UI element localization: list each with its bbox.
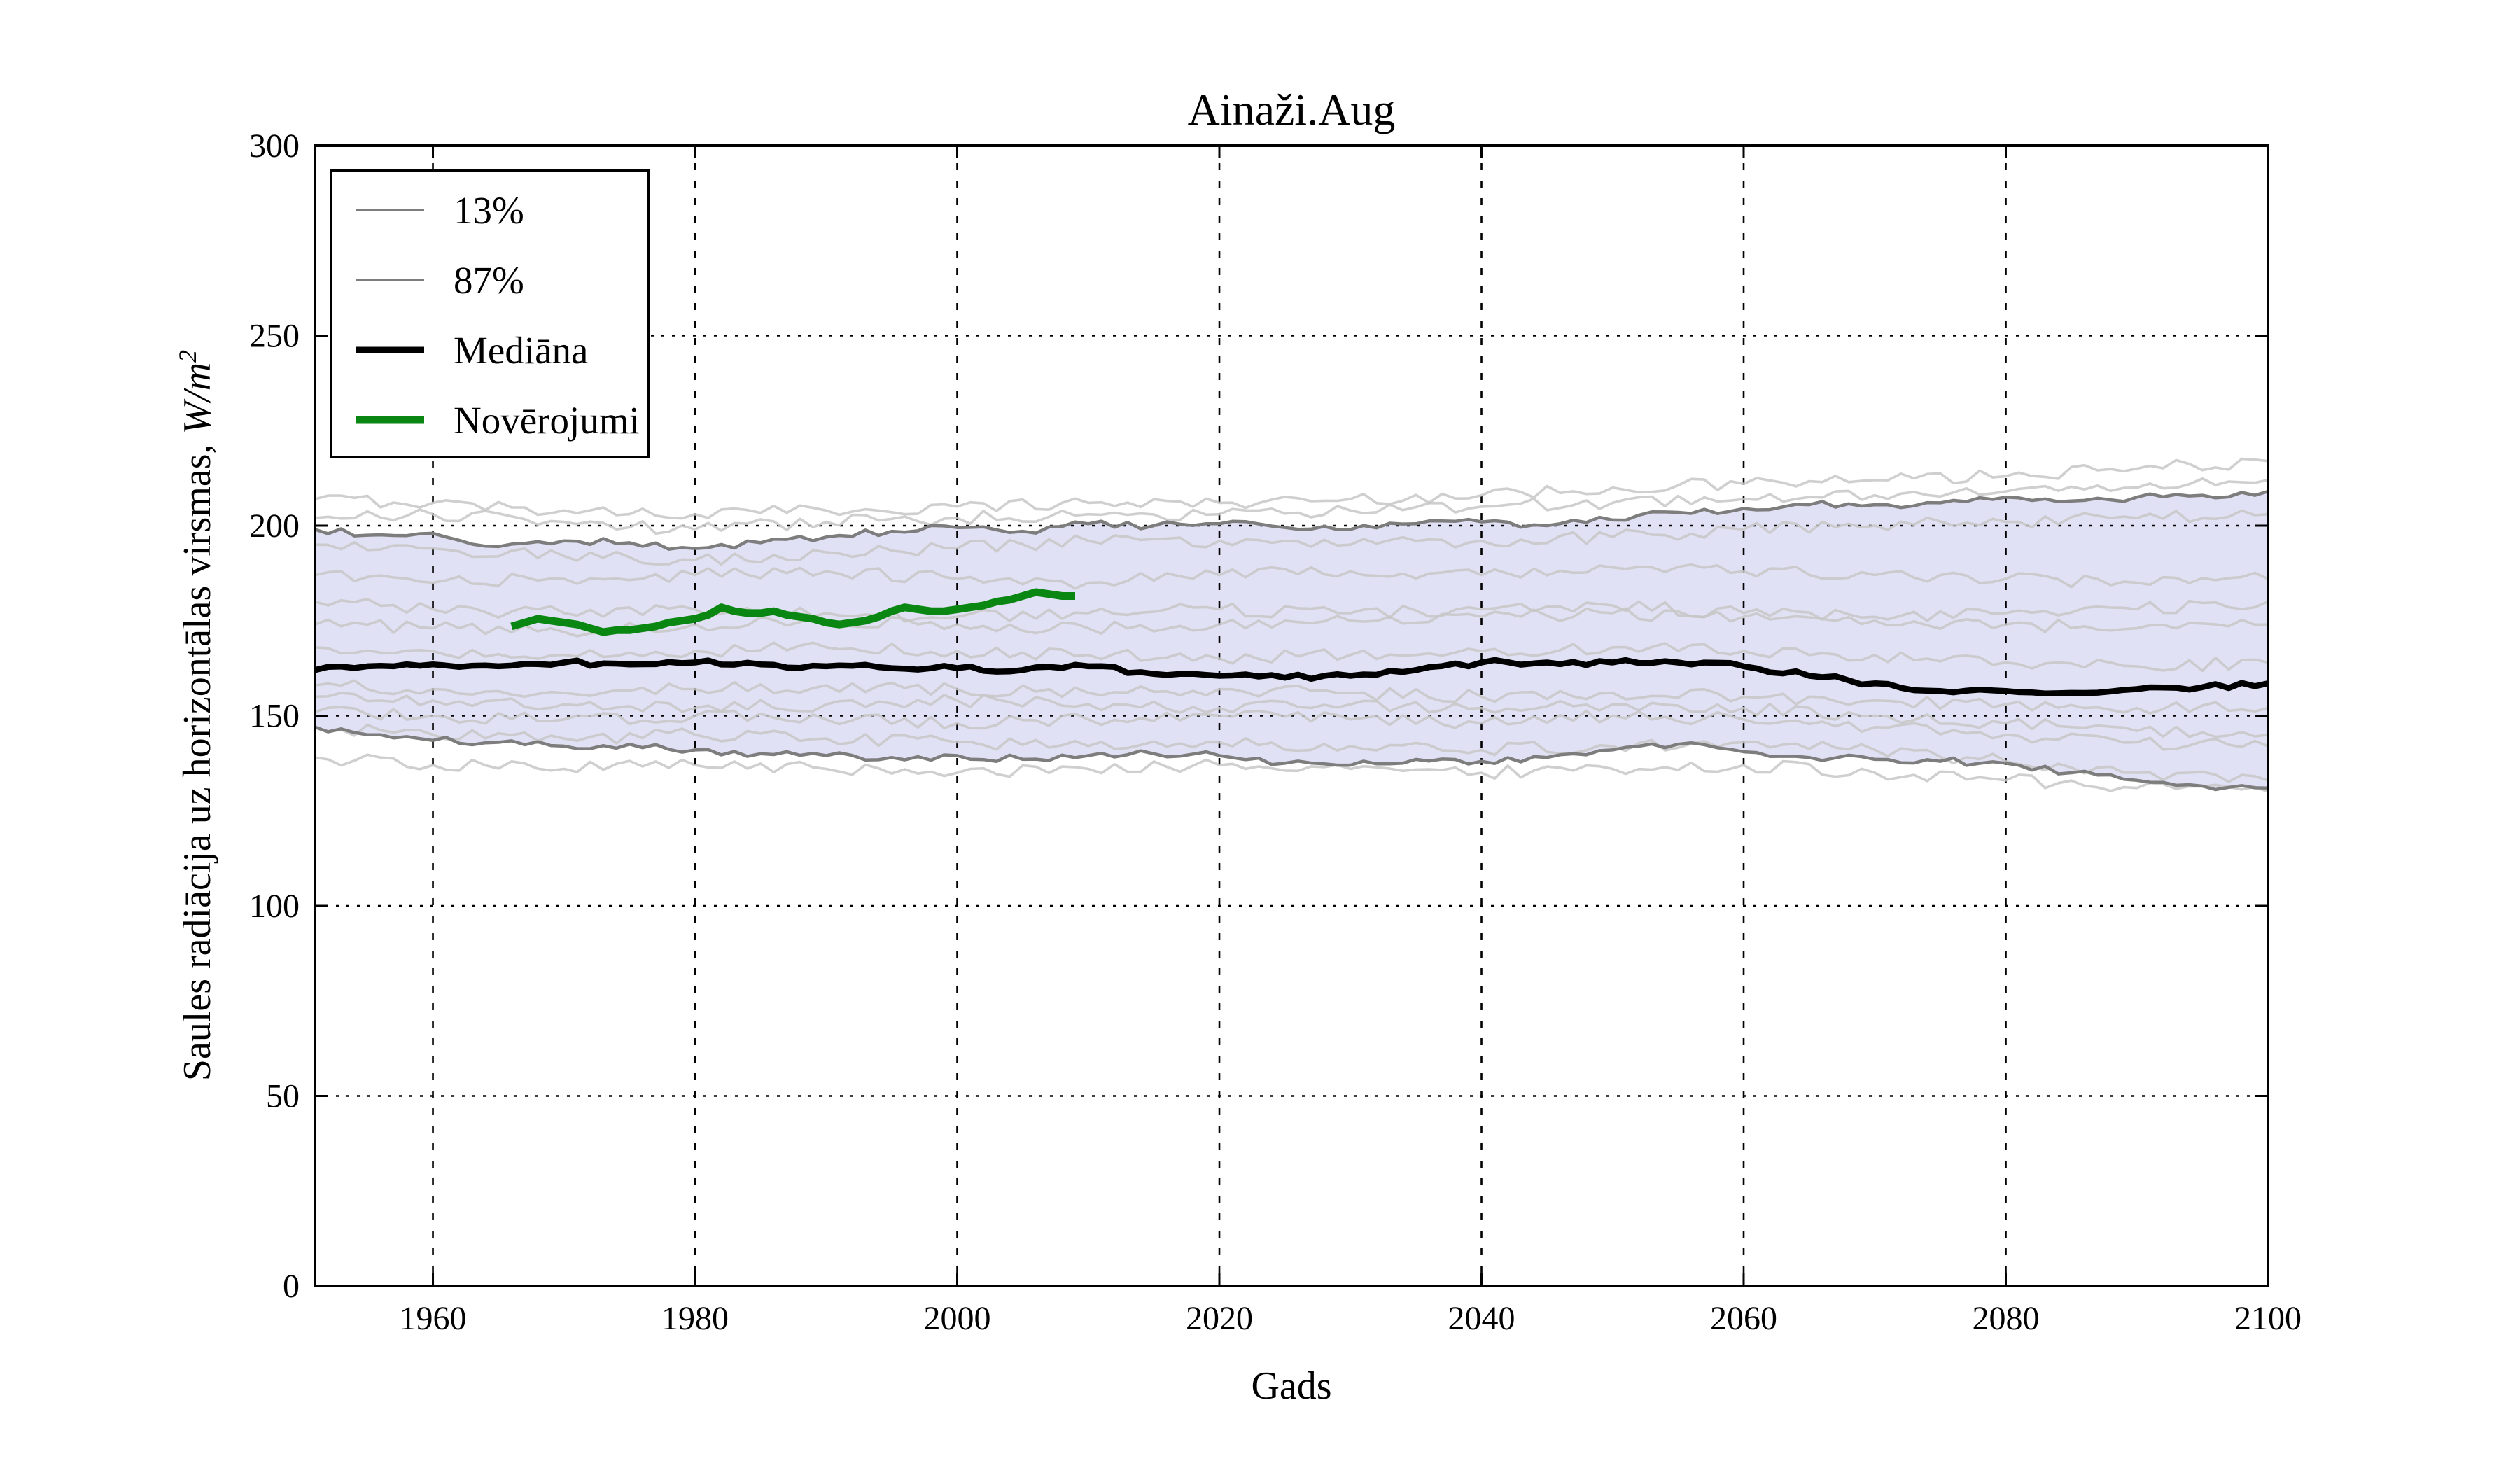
ensemble-member-line: [314, 477, 2269, 536]
p87-line: [314, 489, 2269, 551]
median-line-path: [314, 657, 2269, 696]
axes-frame: [314, 144, 2269, 1287]
ensemble-member-line: [314, 509, 2269, 566]
chart-title: Ainaži.Aug: [1188, 85, 1396, 134]
ensemble-member-line: [314, 692, 2269, 738]
ensemble-member-line: [314, 706, 2269, 751]
y-axis-label: Saules radiācija uz horizontālas virsmas…: [174, 350, 219, 1081]
legend-label: 87%: [454, 259, 524, 302]
y-tick-label: 50: [266, 1078, 300, 1115]
ensemble-member-line: [314, 598, 2269, 623]
legend-label: 13%: [454, 189, 524, 232]
observations-line: [510, 588, 1075, 636]
y-tick-label: 0: [283, 1268, 300, 1305]
percentile-band: [315, 491, 2268, 790]
tick-labels: 1960 1980 2000 2020 2040 2060 2080 2100 0 50 100 15…: [249, 127, 2302, 1337]
ensemble-member-line: [314, 753, 2269, 793]
x-tick-label: 2040: [1448, 1300, 1516, 1337]
x-axis-label: Gads: [1251, 1364, 1331, 1408]
x-tick-label: 2020: [1186, 1300, 1253, 1337]
observations-line-path: [510, 588, 1075, 636]
median-line: [314, 657, 2269, 696]
legend-box: [330, 169, 650, 458]
ensemble-member-line: [314, 679, 2269, 715]
ensemble-member-line: [314, 641, 2269, 673]
x-tick-label: 1960: [400, 1300, 467, 1337]
x-tick-label: 2060: [1710, 1300, 1777, 1337]
p13-line: [314, 725, 2269, 792]
legend-label: Mediāna: [454, 329, 588, 372]
ensemble-member-line: [314, 563, 2269, 590]
x-tick-label: 1980: [662, 1300, 729, 1337]
x-tick-label: 2000: [924, 1300, 991, 1337]
y-tick-label: 250: [249, 318, 300, 355]
percentile-lines: [314, 489, 2269, 792]
ensemble-member-line: [314, 457, 2269, 520]
ensemble-member-line: [314, 723, 2269, 783]
x-tick-label: 2100: [2234, 1300, 2302, 1337]
y-tick-label: 200: [249, 507, 300, 545]
legend-entries: 13% 87% Mediāna Novērojumi: [356, 189, 640, 442]
percentile-band-fill: [315, 491, 2268, 790]
legend: 13% 87% Mediāna Novērojumi: [330, 169, 650, 458]
y-tick-label: 100: [249, 888, 300, 925]
legend-label: Novērojumi: [454, 399, 640, 442]
x-tick-label: 2080: [1973, 1300, 2040, 1337]
y-tick-label: 150: [249, 698, 300, 735]
y-tick-label: 300: [249, 127, 300, 164]
